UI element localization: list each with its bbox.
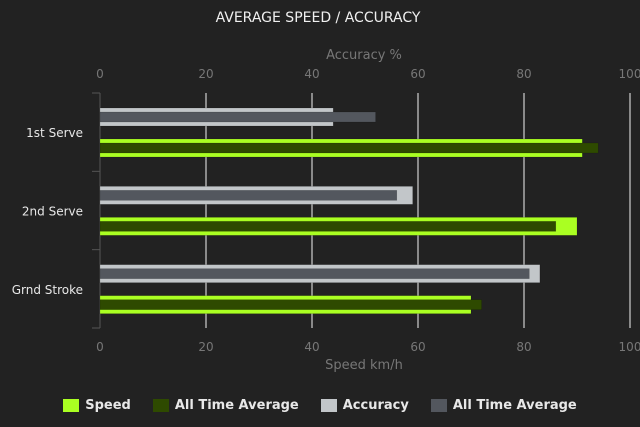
bar-all-time-average (99, 142, 599, 154)
bottom-tick-label: 80 (516, 340, 531, 354)
legend-item-speed-average[interactable]: All Time Average (152, 398, 299, 413)
bottom-tick-label: 60 (410, 340, 425, 354)
top-tick-label: 0 (96, 67, 104, 81)
category-label: 1st Serve (26, 126, 83, 140)
bottom-tick-label: 20 (198, 340, 213, 354)
category-label: Grnd Stroke (12, 283, 83, 297)
legend-label: All Time Average (174, 398, 299, 413)
top-axis-label: Accuracy % (326, 48, 402, 63)
legend-label: All Time Average (452, 398, 577, 413)
legend-swatch (63, 399, 80, 412)
bar-all-time-average (99, 221, 557, 232)
legend-swatch (152, 399, 169, 412)
top-tick-label: 80 (516, 67, 531, 81)
bar-all-time-average (99, 268, 530, 279)
top-tick-label: 40 (304, 67, 319, 81)
bar-all-time-average (99, 190, 398, 201)
legend: Speed All Time Average Accuracy All Time… (0, 398, 640, 413)
top-tick-label: 60 (410, 67, 425, 81)
top-tick-label: 20 (198, 67, 213, 81)
category-label: 2nd Serve (22, 205, 83, 219)
legend-item-accuracy[interactable]: Accuracy (320, 398, 409, 413)
legend-label: Speed (85, 398, 131, 413)
bottom-tick-label: 100 (619, 340, 640, 354)
legend-swatch (430, 399, 447, 412)
legend-item-speed[interactable]: Speed (63, 398, 131, 413)
legend-item-accuracy-average[interactable]: All Time Average (430, 398, 577, 413)
chart-title: AVERAGE SPEED / ACCURACY (216, 10, 421, 26)
top-tick-label: 100 (619, 67, 640, 81)
bottom-axis-label: Speed km/h (325, 358, 403, 373)
legend-swatch (320, 399, 337, 412)
bar-all-time-average (99, 299, 482, 310)
legend-label: Accuracy (342, 398, 409, 413)
bar-all-time-average (99, 111, 376, 123)
bottom-tick-label: 0 (96, 340, 104, 354)
bottom-tick-label: 40 (304, 340, 319, 354)
